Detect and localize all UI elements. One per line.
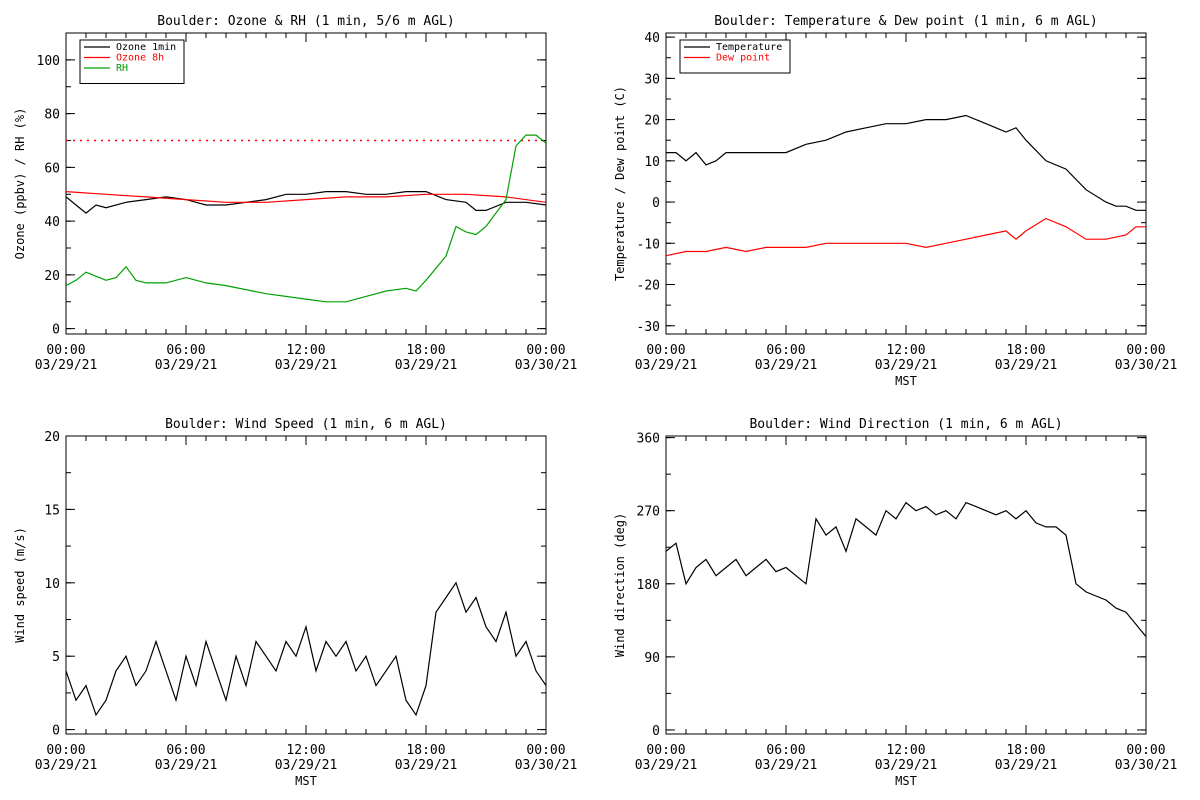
y-tick-label: -10 — [637, 237, 660, 252]
x-tick-label-time: 00:00 — [46, 343, 85, 358]
y-tick-label: 5 — [52, 650, 60, 665]
series-line-temperature — [666, 114, 1146, 211]
chart-title: Boulder: Wind Direction (1 min, 6 m AGL) — [749, 417, 1062, 432]
x-tick-label-time: 12:00 — [886, 743, 925, 758]
x-axis-label: MST — [895, 374, 917, 388]
y-axis-label: Wind speed (m/s) — [13, 527, 27, 643]
y-tick-label: 0 — [52, 724, 60, 739]
x-tick-label-date: 03/29/21 — [635, 358, 698, 373]
x-tick-label-date: 03/29/21 — [755, 358, 818, 373]
x-axis-label: MST — [895, 774, 917, 788]
x-tick-label-time: 00:00 — [526, 343, 565, 358]
series-line-ozone-8h — [66, 191, 546, 203]
x-axis-label: MST — [295, 774, 317, 788]
x-tick-label-time: 18:00 — [1006, 743, 1045, 758]
x-tick-label-date: 03/29/21 — [35, 758, 98, 773]
series-line-dew-point — [666, 217, 1146, 257]
x-tick-label-time: 18:00 — [406, 343, 445, 358]
legend-label: Dew point — [716, 53, 770, 64]
y-tick-label: -30 — [637, 320, 660, 335]
x-tick-label-time: 00:00 — [646, 343, 685, 358]
y-tick-label: 40 — [644, 31, 660, 46]
y-tick-label: 0 — [652, 724, 660, 739]
x-tick-label-time: 06:00 — [766, 343, 805, 358]
x-tick-label-time: 00:00 — [1126, 343, 1165, 358]
plot-frame — [65, 435, 547, 735]
y-tick-label: 40 — [44, 215, 60, 230]
x-tick-label-date: 03/29/21 — [755, 758, 818, 773]
y-tick-label: 20 — [44, 269, 60, 284]
y-tick-label: 15 — [44, 503, 60, 518]
y-tick-label: 180 — [637, 578, 660, 593]
x-tick-label-time: 06:00 — [166, 343, 205, 358]
chart-wind_dir: Boulder: Wind Direction (1 min, 6 m AGL)… — [613, 417, 1177, 788]
x-tick-label-date: 03/29/21 — [635, 758, 698, 773]
x-tick-label-time: 12:00 — [286, 343, 325, 358]
y-tick-label: 270 — [637, 505, 660, 520]
x-tick-label-date: 03/29/21 — [875, 758, 938, 773]
plot-frame — [665, 32, 1147, 335]
y-axis-label: Temperature / Dew point (C) — [613, 86, 627, 281]
legend-label: RH — [116, 63, 128, 74]
chart-title: Boulder: Ozone & RH (1 min, 5/6 m AGL) — [157, 14, 454, 29]
x-tick-label-time: 12:00 — [886, 343, 925, 358]
chart-wind_speed: Boulder: Wind Speed (1 min, 6 m AGL) 0 5 10… — [13, 417, 577, 788]
y-tick-label: 0 — [652, 196, 660, 211]
x-tick-label-date: 03/29/21 — [995, 758, 1058, 773]
series-line-series-0 — [666, 501, 1146, 637]
y-tick-label: 360 — [637, 432, 660, 447]
x-tick-label-time: 18:00 — [406, 743, 445, 758]
x-tick-label-time: 06:00 — [166, 743, 205, 758]
y-tick-label: 10 — [44, 577, 60, 592]
x-tick-label-time: 00:00 — [646, 743, 685, 758]
x-tick-label-time: 18:00 — [1006, 343, 1045, 358]
x-tick-label-date: 03/29/21 — [395, 358, 458, 373]
x-tick-label-time: 12:00 — [286, 743, 325, 758]
y-tick-label: 20 — [44, 430, 60, 445]
y-axis-label: Ozone (ppbv) / RH (%) — [13, 108, 27, 260]
x-tick-label-date: 03/29/21 — [875, 358, 938, 373]
y-tick-label: 10 — [644, 155, 660, 170]
y-tick-label: 20 — [644, 114, 660, 129]
x-tick-label-date: 03/30/21 — [1115, 758, 1178, 773]
series-line-rh — [66, 134, 546, 303]
x-tick-label-time: 06:00 — [766, 743, 805, 758]
x-tick-label-time: 00:00 — [1126, 743, 1165, 758]
y-tick-label: 90 — [644, 651, 660, 666]
y-tick-label: 60 — [44, 161, 60, 176]
x-tick-label-date: 03/29/21 — [275, 358, 338, 373]
y-tick-label: -20 — [637, 279, 660, 294]
chart-title: Boulder: Temperature & Dew point (1 min,… — [714, 14, 1098, 29]
series-line-ozone-1min — [66, 191, 546, 214]
y-tick-label: 30 — [644, 72, 660, 87]
x-tick-label-date: 03/30/21 — [1115, 358, 1178, 373]
chart-ozone_rh: Boulder: Ozone & RH (1 min, 5/6 m AGL) 0 2… — [13, 14, 577, 373]
series-line-series-0 — [66, 581, 546, 717]
y-tick-label: 80 — [44, 108, 60, 123]
legend-label: Ozone 1min — [116, 42, 176, 53]
legend-box — [679, 39, 791, 74]
x-tick-label-date: 03/29/21 — [995, 358, 1058, 373]
plot-frame — [665, 435, 1147, 735]
y-axis-label: Wind direction (deg) — [613, 513, 627, 658]
x-tick-label-time: 00:00 — [46, 743, 85, 758]
x-tick-label-date: 03/29/21 — [155, 358, 218, 373]
legend-label: Temperature — [716, 42, 782, 53]
legend-label: Ozone 8h — [116, 53, 164, 64]
x-tick-label-date: 03/30/21 — [515, 758, 578, 773]
x-tick-label-date: 03/29/21 — [275, 758, 338, 773]
chart-title: Boulder: Wind Speed (1 min, 6 m AGL) — [165, 417, 447, 432]
y-tick-label: 100 — [37, 54, 60, 69]
y-tick-label: 0 — [52, 323, 60, 338]
x-tick-label-date: 03/29/21 — [395, 758, 458, 773]
x-tick-label-time: 00:00 — [526, 743, 565, 758]
x-tick-label-date: 03/30/21 — [515, 358, 578, 373]
x-tick-label-date: 03/29/21 — [35, 358, 98, 373]
chart-temp_dew: Boulder: Temperature & Dew point (1 min,… — [613, 14, 1177, 388]
x-tick-label-date: 03/29/21 — [155, 758, 218, 773]
